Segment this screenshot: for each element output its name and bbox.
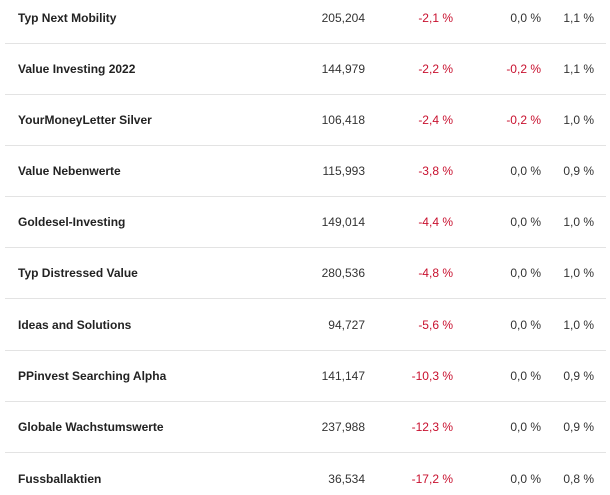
index-value: 149,014 xyxy=(321,215,365,229)
weight-percent: 1,0 % xyxy=(563,215,594,229)
daily-change: 0,0 % xyxy=(510,164,541,178)
daily-change: -0,2 % xyxy=(506,113,541,127)
performance-change: -12,3 % xyxy=(411,420,453,434)
weight-percent: 0,9 % xyxy=(563,369,594,383)
weight-percent: 1,0 % xyxy=(563,318,594,332)
index-value: 280,536 xyxy=(321,266,365,280)
table-row[interactable]: Goldesel-Investing 149,014 -4,4 % 0,0 % … xyxy=(5,197,606,248)
weight-percent: 1,0 % xyxy=(563,113,594,127)
performance-change: -3,8 % xyxy=(418,164,453,178)
index-value: 115,993 xyxy=(322,164,366,178)
index-value: 144,979 xyxy=(321,62,365,76)
daily-change: 0,0 % xyxy=(510,369,541,383)
table-row[interactable]: Fussballaktien 36,534 -17,2 % 0,0 % 0,8 … xyxy=(5,453,606,495)
daily-change: 0,0 % xyxy=(510,471,541,486)
table-row[interactable]: Globale Wachstumswerte 237,988 -12,3 % 0… xyxy=(5,402,606,453)
table-row[interactable]: Value Investing 2022 144,979 -2,2 % -0,2… xyxy=(5,44,606,95)
table-row[interactable]: Value Nebenwerte 115,993 -3,8 % 0,0 % 0,… xyxy=(5,146,606,197)
wikifolio-name-link[interactable]: Value Nebenwerte xyxy=(18,164,121,178)
weight-percent: 1,1 % xyxy=(563,11,594,25)
daily-change: 0,0 % xyxy=(510,266,541,280)
daily-change: 0,0 % xyxy=(510,420,541,434)
table-row[interactable]: Ideas and Solutions 94,727 -5,6 % 0,0 % … xyxy=(5,300,606,351)
index-value: 237,988 xyxy=(321,420,365,434)
wikifolio-name-link[interactable]: YourMoneyLetter Silver xyxy=(18,113,152,127)
wikifolio-name-link[interactable]: Ideas and Solutions xyxy=(18,318,132,332)
wikifolio-name-link[interactable]: Typ Distressed Value xyxy=(18,266,138,280)
wikifolio-name-link[interactable]: PPinvest Searching Alpha xyxy=(18,369,167,383)
performance-change: -2,4 % xyxy=(418,113,453,127)
table-row[interactable]: Typ Distressed Value 280,536 -4,8 % 0,0 … xyxy=(5,248,606,299)
index-value: 205,204 xyxy=(321,11,365,25)
wikifolio-name-link[interactable]: Fussballaktien xyxy=(18,471,102,486)
wikifolio-name-link[interactable]: Goldesel-Investing xyxy=(18,215,126,229)
performance-change: -10,3 % xyxy=(411,369,453,383)
daily-change: 0,0 % xyxy=(510,215,541,229)
weight-percent: 1,1 % xyxy=(563,62,594,76)
index-value: 141,147 xyxy=(321,369,365,383)
weight-percent: 0,8 % xyxy=(563,471,594,486)
daily-change: 0,0 % xyxy=(510,318,541,332)
performance-change: -2,2 % xyxy=(418,62,453,76)
wikifolio-name-link[interactable]: Globale Wachstumswerte xyxy=(18,420,164,434)
index-value: 36,534 xyxy=(328,471,365,486)
index-value: 94,727 xyxy=(328,318,365,332)
daily-change: -0,2 % xyxy=(506,62,541,76)
weight-percent: 1,0 % xyxy=(563,266,594,280)
table-row[interactable]: YourMoneyLetter Silver 106,418 -2,4 % -0… xyxy=(5,95,606,146)
performance-change: -2,1 % xyxy=(418,11,453,25)
index-value: 106,418 xyxy=(321,113,365,127)
weight-percent: 0,9 % xyxy=(563,420,594,434)
wikifolio-name-link[interactable]: Typ Next Mobility xyxy=(18,11,117,25)
performance-change: -4,4 % xyxy=(418,215,453,229)
performance-change: -5,6 % xyxy=(418,318,453,332)
weight-percent: 0,9 % xyxy=(563,164,594,178)
performance-change: -17,2 % xyxy=(411,471,453,486)
daily-change: 0,0 % xyxy=(510,11,541,25)
table-row[interactable]: PPinvest Searching Alpha 141,147 -10,3 %… xyxy=(5,351,606,402)
wikifolio-name-link[interactable]: Value Investing 2022 xyxy=(18,62,136,76)
table-row[interactable]: Typ Next Mobility 205,204 -2,1 % 0,0 % 1… xyxy=(5,0,606,44)
performance-change: -4,8 % xyxy=(418,266,453,280)
